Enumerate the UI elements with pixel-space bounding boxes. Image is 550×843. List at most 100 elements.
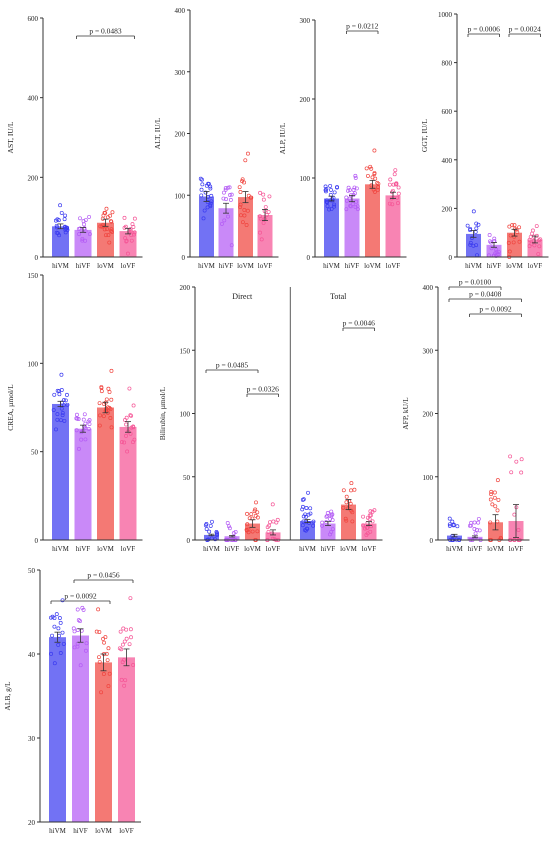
y-axis-title: ALT, IU/L	[153, 117, 162, 149]
data-point	[80, 238, 85, 243]
bar-hiVF	[74, 428, 92, 540]
data-point	[124, 627, 129, 632]
data-point	[238, 202, 243, 207]
data-point	[132, 230, 137, 235]
x-tick-label: hiVF	[219, 262, 234, 270]
data-point	[99, 385, 104, 389]
data-point	[365, 515, 370, 520]
x-tick-label: hiVF	[225, 545, 240, 553]
x-tick-label: loVM	[340, 545, 358, 553]
data-point	[367, 513, 372, 518]
x-tick-label: loVM	[237, 262, 255, 270]
data-point	[324, 514, 329, 519]
data-point	[124, 422, 129, 427]
data-point	[203, 523, 208, 528]
data-point	[349, 204, 353, 209]
data-point	[131, 663, 136, 667]
data-point	[57, 233, 62, 238]
y-tick-label: 200	[423, 411, 434, 419]
data-point	[300, 507, 305, 512]
data-point	[240, 179, 245, 184]
x-tick-label: loVF	[121, 545, 136, 553]
data-point	[245, 522, 250, 527]
bar-hiVF	[218, 208, 234, 257]
data-point	[300, 523, 305, 528]
data-point	[350, 510, 355, 515]
data-point	[261, 197, 266, 202]
data-point	[469, 236, 474, 240]
pvalue-label: p = 0.0326	[247, 385, 280, 394]
x-tick-label: loVF	[119, 827, 134, 835]
data-point	[447, 523, 452, 528]
data-point	[455, 524, 460, 529]
data-point	[387, 182, 392, 187]
data-point	[506, 240, 511, 245]
data-point	[396, 185, 401, 190]
data-point	[204, 527, 209, 531]
y-tick-label: 40	[28, 651, 36, 659]
y-tick-label: 50	[28, 567, 36, 575]
data-point	[104, 397, 109, 402]
data-point	[351, 187, 356, 192]
data-point	[245, 208, 250, 213]
data-point	[49, 615, 53, 620]
data-point	[375, 180, 380, 185]
data-point	[57, 633, 62, 638]
data-point	[311, 523, 316, 528]
data-point	[323, 184, 328, 189]
chart-alb: 20 30 40 50 ALB, g/L hiVM hiVF loVM loVF p = 0.00…	[3, 567, 141, 835]
data-point	[106, 233, 111, 238]
y-tick-label: 100	[180, 411, 191, 419]
data-point	[84, 648, 88, 653]
data-point	[64, 392, 69, 397]
data-point	[353, 173, 358, 178]
x-tick-label: hiVM	[465, 262, 483, 270]
y-axis-title: CREA, µmol/L	[6, 384, 15, 431]
data-point	[300, 497, 305, 502]
data-point	[124, 415, 129, 420]
data-point	[240, 220, 245, 225]
x-tick-label: loVF	[258, 262, 273, 270]
pvalue-label: p = 0.0046	[343, 319, 376, 328]
data-point	[228, 193, 232, 197]
data-point	[516, 528, 521, 532]
bar-hiVF	[74, 229, 92, 257]
data-point	[515, 230, 520, 235]
data-point	[123, 236, 128, 240]
data-point	[128, 413, 133, 418]
data-point	[101, 213, 106, 218]
data-point	[507, 249, 512, 254]
data-point	[119, 440, 124, 445]
data-point	[304, 506, 309, 510]
data-point	[106, 646, 111, 651]
data-point	[329, 509, 334, 514]
data-point	[268, 520, 272, 525]
x-tick-label: loVF	[509, 545, 524, 553]
y-axis-title: AST, IU/L	[6, 121, 15, 153]
data-point	[246, 530, 251, 535]
data-point	[537, 238, 542, 243]
y-tick-label: 100	[175, 192, 186, 200]
data-point	[77, 232, 82, 237]
data-point	[58, 203, 63, 208]
data-point	[54, 612, 59, 617]
x-tick-label: hiVF	[487, 262, 502, 270]
data-point	[356, 207, 360, 212]
data-point	[104, 206, 109, 211]
data-point	[495, 508, 500, 513]
data-point	[61, 398, 66, 403]
data-point	[208, 523, 213, 528]
data-point	[238, 205, 243, 210]
data-point	[492, 236, 497, 241]
data-point	[376, 185, 381, 190]
data-point	[532, 243, 537, 248]
data-point	[369, 183, 374, 188]
data-point	[305, 526, 310, 531]
data-point	[83, 218, 88, 222]
data-point	[52, 624, 57, 629]
data-point	[99, 690, 104, 695]
data-point	[59, 210, 64, 215]
y-tick-label: 150	[180, 347, 191, 355]
data-point	[258, 216, 263, 221]
bar-hiVF	[72, 635, 89, 822]
